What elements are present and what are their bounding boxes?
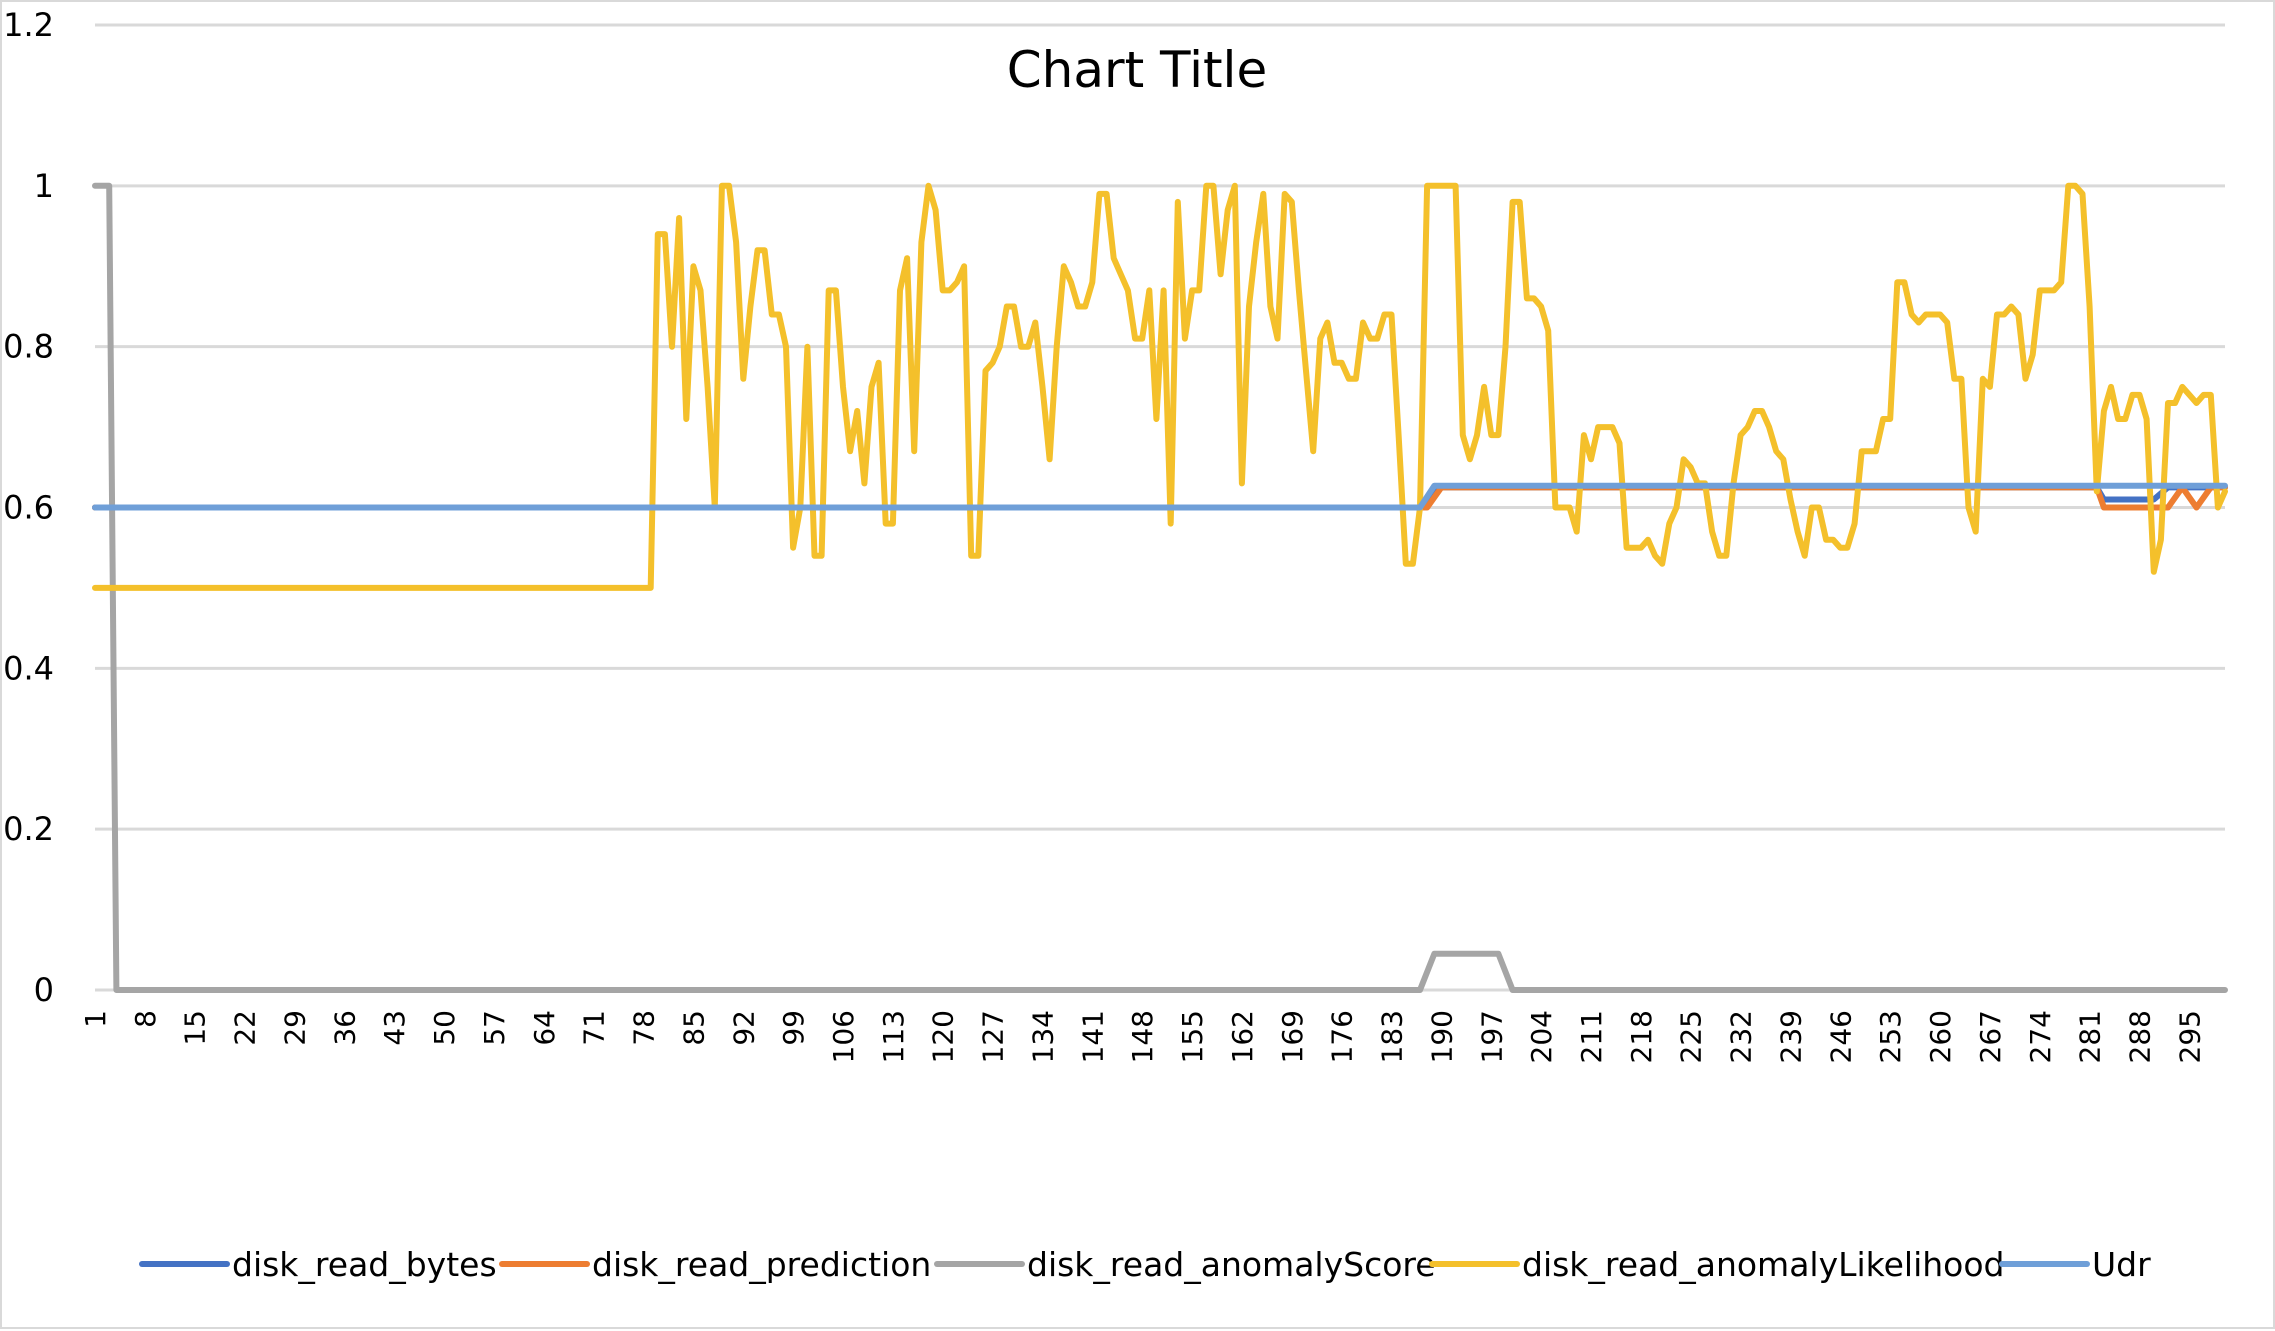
legend-label: disk_read_bytes: [232, 1245, 497, 1284]
x-tick-label: 36: [328, 1010, 361, 1046]
series-line-disk_read_prediction: [92, 484, 2228, 511]
x-tick-label: 197: [1475, 1010, 1508, 1063]
x-tick-label: 218: [1625, 1010, 1658, 1063]
y-tick-label: 0.6: [3, 489, 54, 527]
y-tick-label: 1: [34, 167, 54, 205]
x-tick-label: 141: [1076, 1010, 1109, 1063]
y-tick-label: 0.4: [3, 649, 54, 687]
y-tick-label: 0.2: [3, 810, 54, 848]
x-tick-label: 120: [927, 1010, 960, 1063]
x-tick-label: 274: [2024, 1010, 2057, 1063]
y-tick-label: 0: [34, 971, 54, 1009]
x-tick-label: 71: [578, 1010, 611, 1046]
x-tick-label: 78: [628, 1010, 661, 1046]
series-lines: [92, 182, 2228, 993]
legend-label: disk_read_anomalyScore: [1027, 1245, 1436, 1284]
x-tick-label: 225: [1675, 1010, 1708, 1063]
x-tick-label: 15: [179, 1010, 212, 1046]
series-line-disk_read_bytes: [92, 484, 2228, 511]
y-axis-ticks: 0 0.2 0.4 0.6 0.8 1 1.2: [3, 6, 54, 1009]
x-tick-label: 169: [1276, 1010, 1309, 1063]
x-tick-label: 85: [677, 1010, 710, 1046]
x-tick-label: 50: [428, 1010, 461, 1046]
x-tick-label: 190: [1425, 1010, 1458, 1063]
legend-label: disk_read_prediction: [592, 1245, 931, 1284]
x-tick-label: 155: [1176, 1010, 1209, 1063]
y-tick-label: 1.2: [3, 6, 54, 44]
x-tick-label: 246: [1824, 1010, 1857, 1063]
x-tick-label: 8: [129, 1010, 162, 1028]
x-tick-label: 134: [1026, 1010, 1059, 1063]
x-tick-label: 162: [1226, 1010, 1259, 1063]
x-tick-label: 43: [378, 1010, 411, 1046]
x-tick-label: 92: [727, 1010, 760, 1046]
x-tick-label: 127: [977, 1010, 1010, 1063]
x-tick-label: 113: [877, 1010, 910, 1063]
x-tick-label: 176: [1326, 1010, 1359, 1063]
x-tick-label: 204: [1525, 1010, 1558, 1063]
legend: disk_read_bytes disk_read_prediction disk_…: [139, 1245, 2151, 1284]
x-tick-label: 1: [79, 1010, 112, 1028]
x-tick-label: 148: [1126, 1010, 1159, 1063]
x-tick-label: 106: [827, 1010, 860, 1063]
x-axis-ticks: 1 8 15 22 29 36 43 50 57 64 71 78 85 92 99 106 113 120 127…: [79, 1010, 2206, 1063]
x-tick-label: 22: [229, 1010, 262, 1046]
x-tick-label: 253: [1874, 1010, 1907, 1063]
series-line-Udr: [92, 482, 2228, 511]
x-tick-label: 267: [1974, 1010, 2007, 1063]
x-tick-label: 239: [1774, 1010, 1807, 1063]
y-tick-label: 0.8: [3, 328, 54, 366]
x-tick-label: 288: [2124, 1010, 2157, 1063]
x-tick-label: 260: [1924, 1010, 1957, 1063]
x-tick-label: 99: [777, 1010, 810, 1046]
legend-label: Udr: [2092, 1245, 2151, 1284]
x-tick-label: 183: [1376, 1010, 1409, 1063]
chart-title: Chart Title: [1007, 41, 1267, 99]
series-line-disk_read_anomalyLikelihood: [92, 182, 2228, 591]
x-tick-label: 29: [278, 1010, 311, 1046]
series-line-disk_read_anomalyScore: [92, 182, 2228, 993]
x-tick-label: 57: [478, 1010, 511, 1046]
x-tick-label: 295: [2173, 1010, 2206, 1063]
x-tick-label: 232: [1725, 1010, 1758, 1063]
x-tick-label: 211: [1575, 1010, 1608, 1063]
x-tick-label: 281: [2074, 1010, 2107, 1063]
x-tick-label: 64: [528, 1010, 561, 1046]
legend-label: disk_read_anomalyLikelihood: [1522, 1245, 2005, 1284]
